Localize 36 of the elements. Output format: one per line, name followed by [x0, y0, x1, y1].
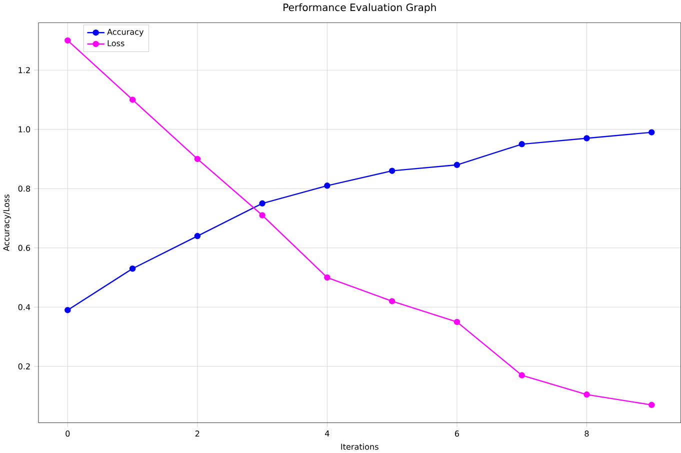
- y-tick-label: 0.8: [18, 186, 30, 192]
- y-tick-label: 1.0: [18, 126, 30, 132]
- point: [584, 391, 590, 398]
- point: [648, 402, 655, 408]
- point: [129, 96, 136, 103]
- x-axis-title: Iterations: [341, 443, 378, 450]
- y-tick-label: 1.2: [18, 67, 30, 74]
- y-tick-label: 0.4: [18, 304, 30, 310]
- legend-label: Accuracy: [107, 28, 144, 36]
- point: [454, 318, 460, 326]
- y-axis-title: Accuracy/Loss: [3, 194, 11, 252]
- point: [64, 37, 71, 44]
- y-tick-label: 0.6: [18, 244, 30, 251]
- x-tick-label: 4: [325, 430, 330, 436]
- point: [324, 274, 330, 281]
- legend-label: Loss: [108, 40, 124, 46]
- x-tick-label: 6: [454, 430, 459, 437]
- x-tick-label: 8: [584, 430, 589, 437]
- chart-title: Performance Evaluation Graph: [284, 3, 436, 14]
- point: [259, 200, 266, 206]
- point: [648, 129, 655, 136]
- point: [388, 168, 396, 174]
- x-tick-label: 0: [66, 430, 70, 437]
- point: [194, 232, 201, 240]
- point: [129, 265, 136, 272]
- x-tick-label: 2: [195, 430, 200, 436]
- point: [518, 140, 525, 148]
- point: [454, 162, 460, 168]
- point: [388, 298, 396, 304]
- point: [259, 212, 266, 218]
- point: [324, 182, 330, 189]
- point: [64, 306, 71, 314]
- point: [584, 135, 590, 142]
- y-tick-label: 0.2: [18, 363, 30, 370]
- point: [194, 156, 201, 162]
- point: [518, 372, 525, 378]
